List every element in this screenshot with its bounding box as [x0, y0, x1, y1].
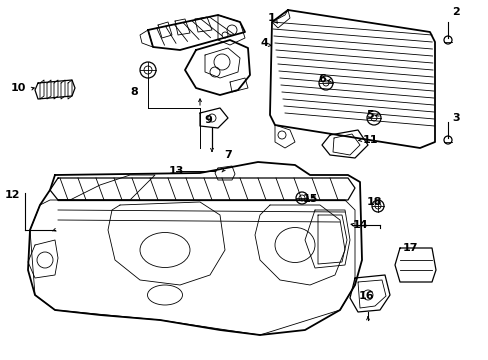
Text: 18: 18: [366, 197, 381, 207]
Text: 13: 13: [168, 166, 183, 176]
Text: 2: 2: [451, 7, 459, 17]
Text: 9: 9: [203, 115, 211, 125]
Text: 16: 16: [357, 291, 373, 301]
Text: 14: 14: [351, 220, 367, 230]
Text: 3: 3: [451, 113, 459, 123]
Text: 10: 10: [10, 83, 26, 93]
Text: 17: 17: [402, 243, 417, 253]
Text: 1: 1: [267, 13, 275, 23]
Text: 7: 7: [224, 150, 231, 160]
Text: 11: 11: [362, 135, 377, 145]
Text: 6: 6: [317, 74, 325, 84]
Text: 5: 5: [366, 110, 373, 120]
Text: 8: 8: [130, 87, 138, 97]
Text: 4: 4: [260, 38, 267, 48]
Text: 15: 15: [302, 194, 317, 204]
Text: 12: 12: [4, 190, 20, 200]
